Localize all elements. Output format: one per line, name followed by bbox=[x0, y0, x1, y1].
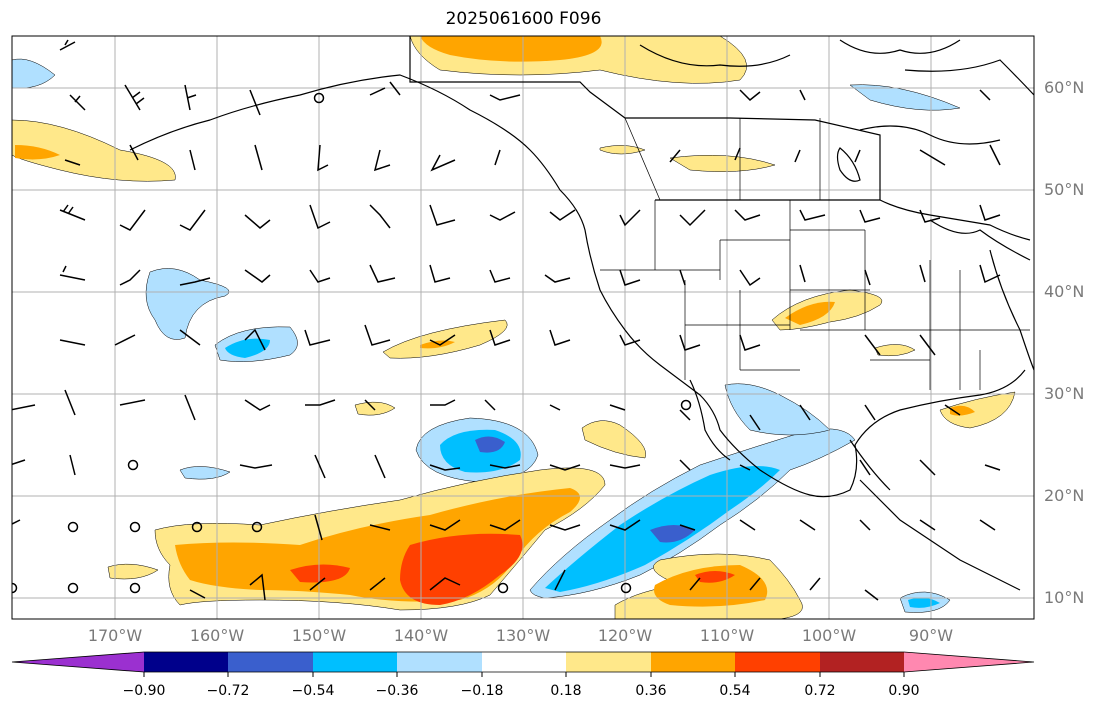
lon-label-150w: 150°W bbox=[291, 626, 347, 645]
colorbar-tick-label: 0.54 bbox=[719, 683, 751, 699]
state-borders bbox=[600, 117, 1030, 390]
gridlines bbox=[12, 36, 1034, 619]
lon-label-140w: 140°W bbox=[393, 626, 449, 645]
lon-label-130w: 130°W bbox=[495, 626, 551, 645]
lon-label-110w: 110°W bbox=[699, 626, 755, 645]
colorbar-tick-label: −0.72 bbox=[206, 683, 250, 699]
colorbar-segment bbox=[144, 652, 228, 672]
lon-label-100w: 100°W bbox=[801, 626, 857, 645]
lat-label-10n: 10°N bbox=[1044, 588, 1085, 607]
colorbar-tick-label: −0.36 bbox=[375, 683, 419, 699]
colorbar-segment bbox=[313, 652, 397, 672]
lon-label-170w: 170°W bbox=[87, 626, 143, 645]
colorbar-segment bbox=[566, 652, 651, 672]
lon-label-120w: 120°W bbox=[597, 626, 653, 645]
colorbar-tick-label: −0.90 bbox=[122, 683, 166, 699]
lat-label-30n: 30°N bbox=[1044, 384, 1085, 403]
colorbar-tick-label: 0.90 bbox=[888, 683, 920, 699]
colorbar-segment bbox=[228, 652, 313, 672]
lon-label-160w: 160°W bbox=[189, 626, 245, 645]
colorbar-tick-label: 0.36 bbox=[635, 683, 667, 699]
colorbar-extend-low bbox=[12, 652, 144, 672]
colorbar-segment bbox=[482, 652, 566, 672]
lon-label-90w: 90°W bbox=[908, 626, 954, 645]
lat-label-60n: 60°N bbox=[1044, 78, 1085, 97]
lat-label-40n: 40°N bbox=[1044, 282, 1085, 301]
calm-circles bbox=[12, 92, 692, 594]
colorbar-segment bbox=[651, 652, 735, 672]
colorbar-segment bbox=[397, 652, 482, 672]
lat-label-20n: 20°N bbox=[1044, 486, 1085, 505]
colorbar-tick-label: −0.54 bbox=[291, 683, 335, 699]
map-border bbox=[11, 35, 1035, 620]
anomaly-fill bbox=[12, 36, 1016, 619]
coastlines bbox=[129, 36, 1034, 591]
colorbar bbox=[11, 651, 1035, 677]
wind-barbs bbox=[12, 39, 1001, 601]
map-title: 2025061600 F096 bbox=[445, 9, 602, 29]
colorbar-extend-high bbox=[904, 652, 1034, 672]
colorbar-segment bbox=[820, 652, 904, 672]
colorbar-tick-label: −0.18 bbox=[460, 683, 504, 699]
lat-label-50n: 50°N bbox=[1044, 180, 1085, 199]
colorbar-segment bbox=[735, 652, 820, 672]
colorbar-tick-label: 0.18 bbox=[550, 683, 582, 699]
colorbar-tick-label: 0.72 bbox=[804, 683, 836, 699]
